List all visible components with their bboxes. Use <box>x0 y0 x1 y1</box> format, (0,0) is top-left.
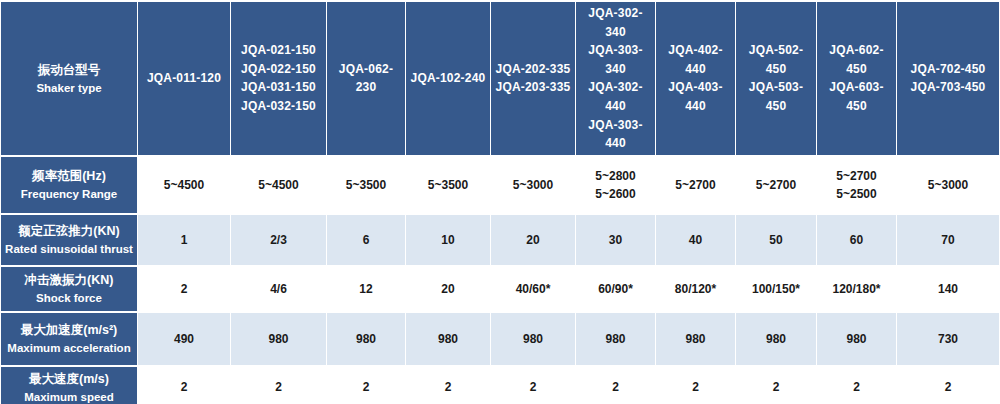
row-label-en: Maximum acceleration <box>4 340 134 357</box>
column-header-cell: JQA-011-120 <box>138 2 230 155</box>
corner-label-zh: 振动台型号 <box>4 60 134 80</box>
table-row-shock-force: 冲击激振力(KN) Shock force 2 4/6 12 20 40/60*… <box>1 267 999 311</box>
data-cell: 10 <box>406 215 490 265</box>
data-cell: 2 <box>327 367 405 404</box>
data-cell: 980 <box>327 313 405 365</box>
spec-table-viewport: 振动台型号 Shaker type JQA-011-120 JQA-021-15… <box>0 0 1000 404</box>
data-cell: 120/180* <box>817 267 896 311</box>
data-cell: 20 <box>406 267 490 311</box>
table-row-max-acceleration: 最大加速度(m/s²) Maximum acceleration 490 980… <box>1 313 999 365</box>
data-cell: 2 <box>138 367 230 404</box>
data-cell: 490 <box>138 313 230 365</box>
data-cell: 60 <box>817 215 896 265</box>
row-label: 冲击激振力(KN) Shock force <box>1 267 137 311</box>
row-label: 额定正弦推力(KN) Rated sinusoidal thrust <box>1 215 137 265</box>
column-header-cell: JQA-602-450 JQA-603-450 <box>817 2 896 155</box>
data-cell: 5~3000 <box>897 157 999 213</box>
table-row-max-speed: 最大速度(m/s) Maximum speed 2 2 2 2 2 2 2 2 … <box>1 367 999 404</box>
column-header-cell: JQA-702-450 JQA-703-450 <box>897 2 999 155</box>
data-cell: 20 <box>491 215 575 265</box>
data-cell: 730 <box>897 313 999 365</box>
column-header-cell: JQA-102-240 <box>406 2 490 155</box>
data-cell: 60/90* <box>576 267 655 311</box>
data-cell: 2 <box>491 367 575 404</box>
data-cell: 5~3500 <box>406 157 490 213</box>
row-label-zh: 频率范围(Hz) <box>4 166 134 186</box>
data-cell: 5~2700 5~2500 <box>817 157 896 213</box>
data-cell: 50 <box>736 215 816 265</box>
data-cell: 980 <box>576 313 655 365</box>
row-label-zh: 冲击激振力(KN) <box>4 270 134 290</box>
table-row-frequency-range: 频率范围(Hz) Frequency Range 5~4500 5~4500 5… <box>1 157 999 213</box>
data-cell: 2 <box>736 367 816 404</box>
column-header-cell: JQA-402-440 JQA-403-440 <box>656 2 735 155</box>
data-cell: 5~4500 <box>138 157 230 213</box>
data-cell: 70 <box>897 215 999 265</box>
data-cell: 980 <box>736 313 816 365</box>
corner-cell: 振动台型号 Shaker type <box>1 2 137 155</box>
data-cell: 2 <box>406 367 490 404</box>
column-header-cell: JQA-502-450 JQA-503-450 <box>736 2 816 155</box>
data-cell: 2 <box>576 367 655 404</box>
data-cell: 12 <box>327 267 405 311</box>
data-cell: 40/60* <box>491 267 575 311</box>
row-label: 频率范围(Hz) Frequency Range <box>1 157 137 213</box>
row-label: 最大加速度(m/s²) Maximum acceleration <box>1 313 137 365</box>
data-cell: 980 <box>491 313 575 365</box>
data-cell: 30 <box>576 215 655 265</box>
data-cell: 5~2800 5~2600 <box>576 157 655 213</box>
data-cell: 2 <box>817 367 896 404</box>
data-cell: 980 <box>817 313 896 365</box>
data-cell: 5~4500 <box>231 157 326 213</box>
data-cell: 40 <box>656 215 735 265</box>
data-cell: 2 <box>656 367 735 404</box>
data-cell: 100/150* <box>736 267 816 311</box>
row-label-en: Maximum speed <box>4 389 134 404</box>
row-label: 最大速度(m/s) Maximum speed <box>1 367 137 404</box>
shaker-spec-table: 振动台型号 Shaker type JQA-011-120 JQA-021-15… <box>0 0 1000 404</box>
row-label-zh: 最大加速度(m/s²) <box>4 320 134 340</box>
row-label-en: Shock force <box>4 290 134 307</box>
data-cell: 2 <box>897 367 999 404</box>
data-cell: 5~2700 <box>656 157 735 213</box>
column-header-cell: JQA-302-340 JQA-303-340 JQA-302-440 JQA-… <box>576 2 655 155</box>
data-cell: 5~2700 <box>736 157 816 213</box>
data-cell: 2 <box>231 367 326 404</box>
row-label-en: Rated sinusoidal thrust <box>4 241 134 258</box>
data-cell: 140 <box>897 267 999 311</box>
data-cell: 4/6 <box>231 267 326 311</box>
row-label-zh: 额定正弦推力(KN) <box>4 221 134 241</box>
column-header-cell: JQA-021-150 JQA-022-150 JQA-031-150 JQA-… <box>231 2 326 155</box>
data-cell: 5~3000 <box>491 157 575 213</box>
data-cell: 2/3 <box>231 215 326 265</box>
data-cell: 980 <box>231 313 326 365</box>
data-cell: 6 <box>327 215 405 265</box>
corner-label-en: Shaker type <box>4 80 134 97</box>
column-header-cell: JQA-062-230 <box>327 2 405 155</box>
row-label-zh: 最大速度(m/s) <box>4 369 134 389</box>
data-cell: 980 <box>406 313 490 365</box>
data-cell: 1 <box>138 215 230 265</box>
table-row-rated-thrust: 额定正弦推力(KN) Rated sinusoidal thrust 1 2/3… <box>1 215 999 265</box>
column-header-cell: JQA-202-335 JQA-203-335 <box>491 2 575 155</box>
row-label-en: Frequency Range <box>4 186 134 203</box>
data-cell: 5~3500 <box>327 157 405 213</box>
data-cell: 2 <box>138 267 230 311</box>
header-row: 振动台型号 Shaker type JQA-011-120 JQA-021-15… <box>1 2 999 155</box>
data-cell: 980 <box>656 313 735 365</box>
data-cell: 80/120* <box>656 267 735 311</box>
